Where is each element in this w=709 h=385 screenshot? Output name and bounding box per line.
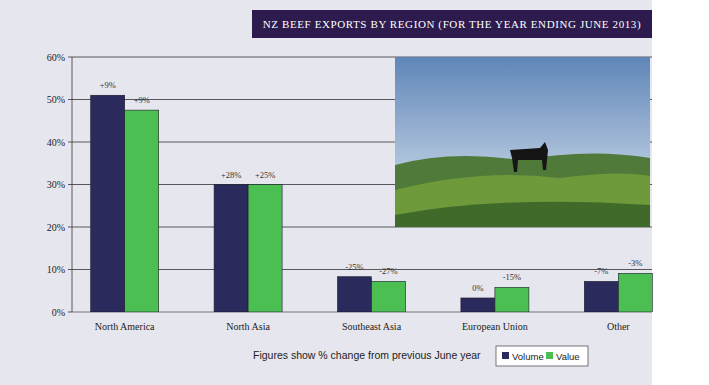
- change-label: +9%: [100, 80, 116, 90]
- photo-hill: [395, 153, 650, 227]
- photo-grass: [395, 202, 650, 227]
- background: [0, 0, 652, 385]
- change-label: +25%: [255, 170, 275, 180]
- bar: [214, 185, 248, 313]
- y-tick-label: 20%: [47, 222, 65, 233]
- photo-field: [395, 173, 650, 227]
- photo-sky: [395, 57, 650, 227]
- y-tick-label: 60%: [47, 52, 65, 63]
- bar: [338, 277, 372, 312]
- legend: Volume Value: [496, 346, 588, 366]
- bar: [461, 298, 495, 312]
- labels: +9% +28% -25% 0% -7% +9% +25% -27% -15% -3%: [100, 80, 643, 293]
- legend-swatch: [546, 352, 553, 359]
- legend-box: [496, 346, 588, 366]
- bar: [584, 281, 618, 312]
- y-tick: [68, 57, 72, 58]
- x-tick-label: Other: [607, 321, 630, 332]
- legend-label: Value: [556, 351, 580, 362]
- x-tick-label: European Union: [462, 321, 528, 332]
- x-tick-label: North America: [95, 321, 155, 332]
- y-tick: [68, 227, 72, 228]
- y-tick: [68, 184, 72, 185]
- y-tick: [68, 142, 72, 143]
- footnote: Figures show % change from previous June…: [253, 349, 481, 361]
- change-label: -25%: [345, 262, 363, 272]
- bar: [495, 287, 529, 312]
- change-label: +28%: [221, 170, 241, 180]
- change-label: -7%: [594, 266, 608, 276]
- y-tick-label: 30%: [47, 179, 65, 190]
- legend-swatch: [502, 352, 509, 359]
- photo: [395, 57, 650, 227]
- change-label: +9%: [134, 95, 150, 105]
- bars: [91, 95, 653, 312]
- bar: [248, 185, 282, 313]
- bar: [125, 110, 159, 312]
- title-box: [252, 10, 652, 38]
- bar: [618, 273, 652, 312]
- y-tick: [68, 99, 72, 100]
- y-tick-label: 10%: [47, 264, 65, 275]
- y-tick-label: 0%: [52, 307, 65, 318]
- y-tick-label: 40%: [47, 137, 65, 148]
- photo-cow: [510, 142, 548, 172]
- x-tick-label: North Asia: [226, 321, 270, 332]
- chart-svg: NZ BEEF EXPORTS BY REGION (FOR THE YEAR …: [0, 0, 709, 385]
- change-label: 0%: [472, 283, 483, 293]
- legend-label: Volume: [512, 351, 544, 362]
- title: NZ BEEF EXPORTS BY REGION (FOR THE YEAR …: [263, 18, 641, 31]
- y-tick-label: 50%: [47, 94, 65, 105]
- y-axis: [72, 57, 73, 312]
- change-label: -3%: [628, 258, 642, 268]
- y-tick: [68, 269, 72, 270]
- y-tick: [68, 312, 72, 313]
- bar: [372, 281, 406, 312]
- bar: [91, 95, 125, 312]
- x-tick-label: Southeast Asia: [342, 321, 402, 332]
- change-label: -15%: [503, 272, 521, 282]
- change-label: -27%: [379, 266, 397, 276]
